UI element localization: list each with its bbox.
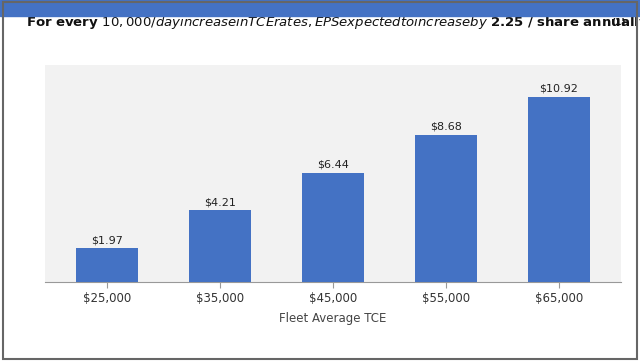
Bar: [189, 210, 251, 282]
Text: For every $10,000 / day increase in TCE rates, EPS expected to increase by ~$2.2: For every $10,000 / day increase in TCE …: [26, 14, 640, 31]
Text: $8.68: $8.68: [430, 122, 461, 132]
Text: $10.92: $10.92: [540, 84, 578, 94]
Text: Additional $10,000 / day in TCE equates to annual free cash flow of $95m(1): Additional $10,000 / day in TCE equates …: [79, 321, 561, 338]
Text: $1.97: $1.97: [91, 235, 123, 245]
Text: $4.21: $4.21: [204, 197, 236, 207]
X-axis label: Fleet Average TCE: Fleet Average TCE: [279, 312, 387, 325]
Bar: [527, 97, 589, 282]
Bar: [415, 135, 477, 282]
Text: (1): (1): [611, 18, 626, 27]
Text: $6.44: $6.44: [317, 160, 349, 170]
Bar: [301, 173, 364, 282]
Bar: [76, 248, 138, 282]
